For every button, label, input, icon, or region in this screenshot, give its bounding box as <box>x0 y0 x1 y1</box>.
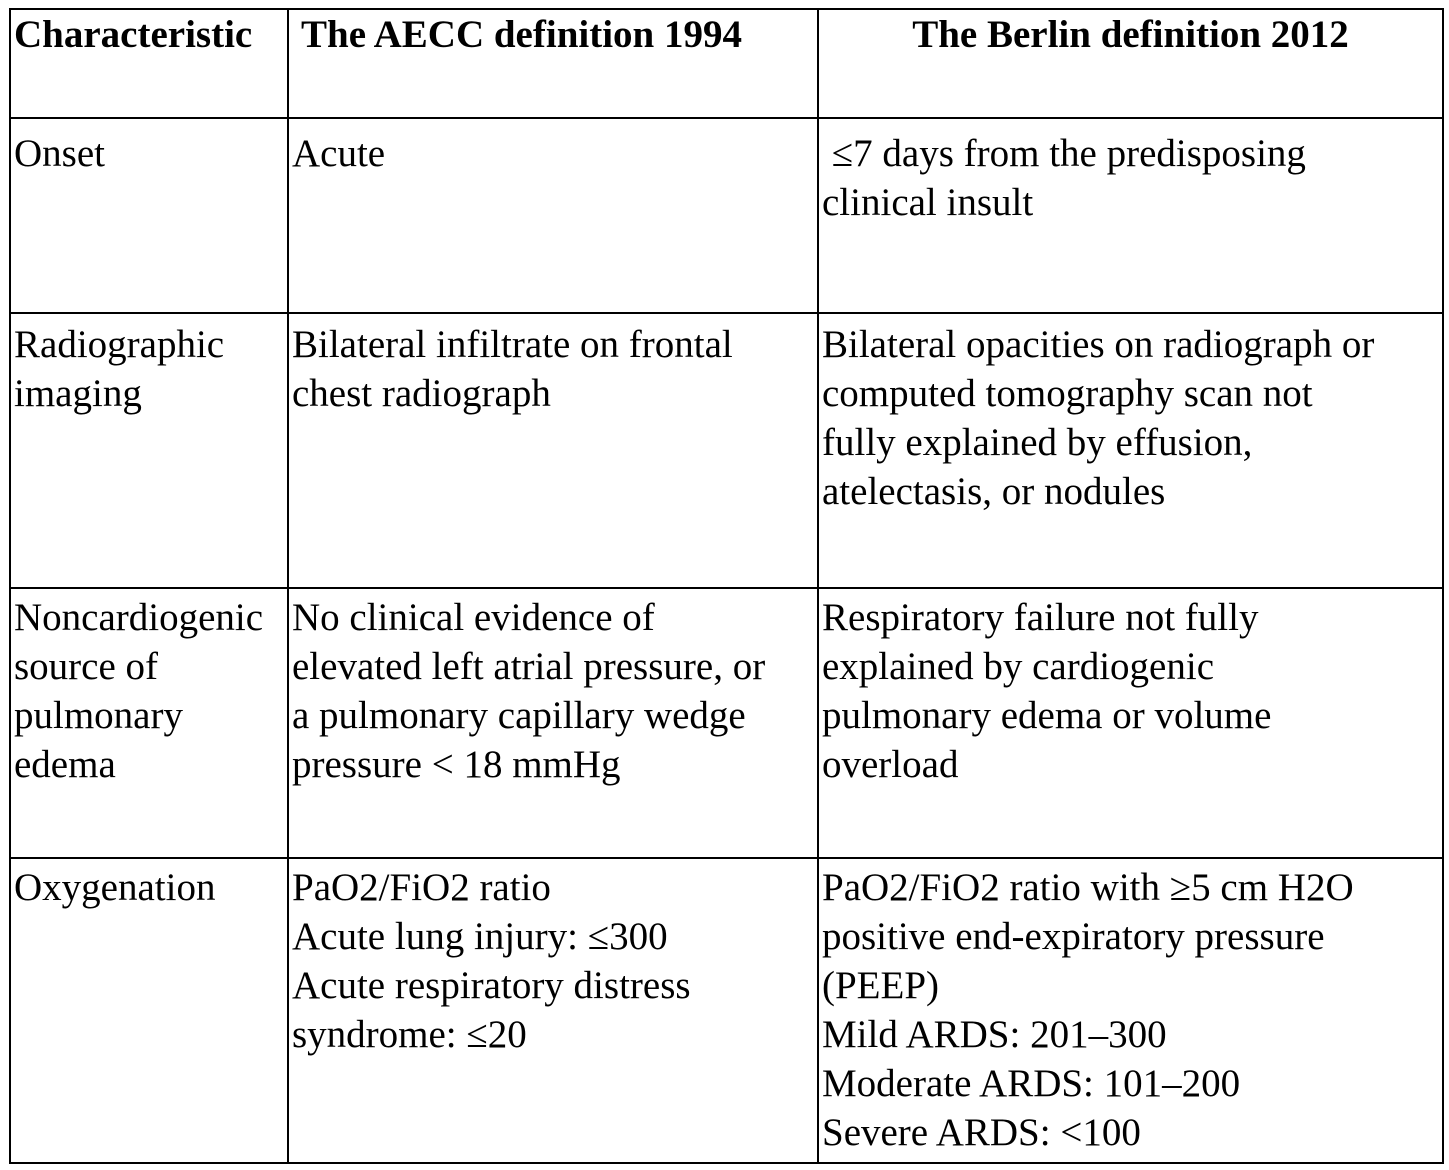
cell-line: (PEEP) <box>822 964 939 1007</box>
cell-line: Acute <box>292 132 386 175</box>
aecc-cell: PaO2/FiO2 ratio Acute lung injury: ≤300 … <box>287 857 819 1164</box>
cell-line: Noncardiogenic <box>14 596 264 639</box>
cell-line: positive end-expiratory pressure <box>822 915 1325 958</box>
cell-line: overload <box>822 743 959 786</box>
cell-line: PaO2/FiO2 ratio <box>292 866 551 909</box>
cell-line: elevated left atrial pressure, or <box>292 645 766 688</box>
berlin-cell: ≤7 days from the predisposing clinical i… <box>817 117 1444 314</box>
table-row-radiographic-imaging: Radiographic imaging Bilateral infiltrat… <box>9 312 1444 589</box>
cell-line: Bilateral opacities on radiograph or <box>822 323 1375 366</box>
cell-line: Radiographic <box>14 323 225 366</box>
header-characteristic: Characteristic <box>9 8 289 119</box>
cell-line: ≤7 days from the predisposing <box>822 132 1306 175</box>
cell-line: computed tomography scan not <box>822 372 1313 415</box>
cell-line: Moderate ARDS: 101–200 <box>822 1062 1241 1105</box>
cell-line: pulmonary edema or volume <box>822 694 1272 737</box>
characteristic-cell: Onset <box>9 117 289 314</box>
characteristic-cell: Oxygenation <box>9 857 289 1164</box>
cell-line: Mild ARDS: 201–300 <box>822 1013 1167 1056</box>
cell-line: source of <box>14 645 159 688</box>
characteristic-cell: Radiographic imaging <box>9 312 289 589</box>
header-berlin-2012: The Berlin definition 2012 <box>817 8 1444 119</box>
berlin-cell: PaO2/FiO2 ratio with ≥5 cm H2O positive … <box>817 857 1444 1164</box>
table-row-onset: Onset Acute ≤7 days from the predisposin… <box>9 117 1444 314</box>
cell-line: syndrome: ≤20 <box>292 1013 527 1056</box>
cell-line: pulmonary <box>14 694 183 737</box>
cell-line: No clinical evidence of <box>292 596 655 639</box>
cell-line: Respiratory failure not fully <box>822 596 1259 639</box>
cell-line: fully explained by effusion, <box>822 421 1253 464</box>
cell-line: clinical insult <box>822 181 1034 224</box>
aecc-cell: No clinical evidence of elevated left at… <box>287 587 819 859</box>
cell-line: Bilateral infiltrate on frontal <box>292 323 733 366</box>
table-row-oxygenation: Oxygenation PaO2/FiO2 ratio Acute lung i… <box>9 857 1444 1164</box>
cell-line: chest radiograph <box>292 372 551 415</box>
characteristic-cell: Noncardiogenic source of pulmonary edema <box>9 587 289 859</box>
cell-line: Acute lung injury: ≤300 <box>292 915 668 958</box>
berlin-cell: Respiratory failure not fully explained … <box>817 587 1444 859</box>
cell-line: imaging <box>14 372 142 415</box>
header-row: Characteristic The AECC definition 1994 … <box>9 8 1444 119</box>
aecc-cell: Bilateral infiltrate on frontal chest ra… <box>287 312 819 589</box>
aecc-cell: Acute <box>287 117 819 314</box>
cell-line: PaO2/FiO2 ratio with ≥5 cm H2O <box>822 866 1354 909</box>
cell-line: Acute respiratory distress <box>292 964 691 1007</box>
cell-line: edema <box>14 743 116 786</box>
berlin-cell: Bilateral opacities on radiograph or com… <box>817 312 1444 589</box>
cell-line: Oxygenation <box>14 866 216 909</box>
header-aecc-1994: The AECC definition 1994 <box>287 8 819 119</box>
cell-line: a pulmonary capillary wedge <box>292 694 746 737</box>
ards-definition-table: Characteristic The AECC definition 1994 … <box>9 8 1444 1164</box>
cell-line: pressure < 18 mmHg <box>292 743 621 786</box>
cell-line: explained by cardiogenic <box>822 645 1214 688</box>
cell-line: atelectasis, or nodules <box>822 470 1166 513</box>
cell-line: Severe ARDS: <100 <box>822 1111 1141 1154</box>
table-row-noncardiogenic-edema: Noncardiogenic source of pulmonary edema… <box>9 587 1444 859</box>
cell-line: Onset <box>14 132 105 175</box>
